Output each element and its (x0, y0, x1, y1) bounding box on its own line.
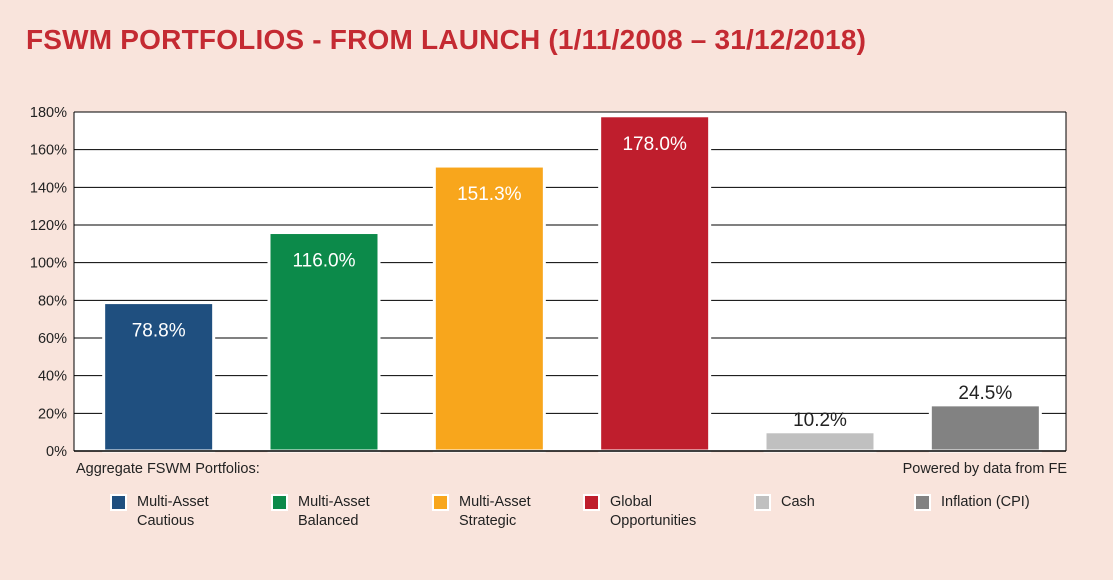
plot-area (74, 112, 1066, 451)
bar (598, 114, 712, 453)
legend-label: Multi-Asset Strategic (459, 494, 531, 529)
y-tick-label: 160% (30, 143, 67, 159)
footer-note-right: Powered by data from FE (902, 461, 1067, 477)
legend-item-balanced: Multi-Asset Balanced (271, 493, 413, 531)
bar (928, 403, 1042, 453)
legend-item-inflation: Inflation (CPI) (914, 493, 1081, 512)
y-tick-label: 80% (38, 293, 67, 309)
chart-title: FSWM PORTFOLIOS - FROM LAUNCH (1/11/2008… (26, 24, 867, 55)
bar-chart: 0% 20% 40% 60% 80% 100% 120% 140% 160% 180% 78.8% 1… (30, 105, 1067, 460)
legend-swatch (914, 494, 931, 511)
data-label: 178.0% (622, 134, 687, 155)
bar (432, 164, 546, 453)
bar (267, 231, 381, 453)
footer-note-left: Aggregate FSWM Portfolios: (76, 461, 260, 477)
data-label: 151.3% (457, 184, 522, 205)
legend-swatch (754, 494, 771, 511)
legend-swatch (583, 494, 600, 511)
y-tick-label: 140% (30, 180, 67, 196)
legend-label: Global Opportunities (610, 494, 697, 529)
y-tick-label: 20% (38, 406, 67, 422)
y-tick-label: 100% (30, 256, 67, 272)
legend-item-global: Global Opportunities (583, 493, 725, 531)
bar (102, 301, 216, 453)
legend-label: Multi-Asset Cautious (137, 494, 209, 529)
y-tick-label: 180% (30, 105, 67, 121)
data-label: 24.5% (958, 383, 1012, 404)
data-label: 10.2% (793, 410, 847, 431)
legend-item-strategic: Multi-Asset Strategic (432, 493, 574, 531)
legend-swatch (110, 494, 127, 511)
bar (763, 430, 877, 453)
y-tick-label: 60% (38, 331, 67, 347)
legend-swatch (271, 494, 288, 511)
data-label: 78.8% (132, 321, 186, 342)
y-tick-label: 0% (46, 444, 67, 460)
legend-label: Inflation (CPI) (941, 494, 1030, 510)
data-label: 116.0% (292, 251, 355, 272)
legend-label: Cash (781, 494, 815, 510)
y-tick-label: 40% (38, 369, 67, 385)
y-tick-label: 120% (30, 218, 67, 234)
legend-swatch (432, 494, 449, 511)
legend-item-cautious: Multi-Asset Cautious (110, 493, 252, 531)
legend-label: Multi-Asset Balanced (298, 494, 370, 529)
legend-item-cash: Cash (754, 493, 896, 512)
